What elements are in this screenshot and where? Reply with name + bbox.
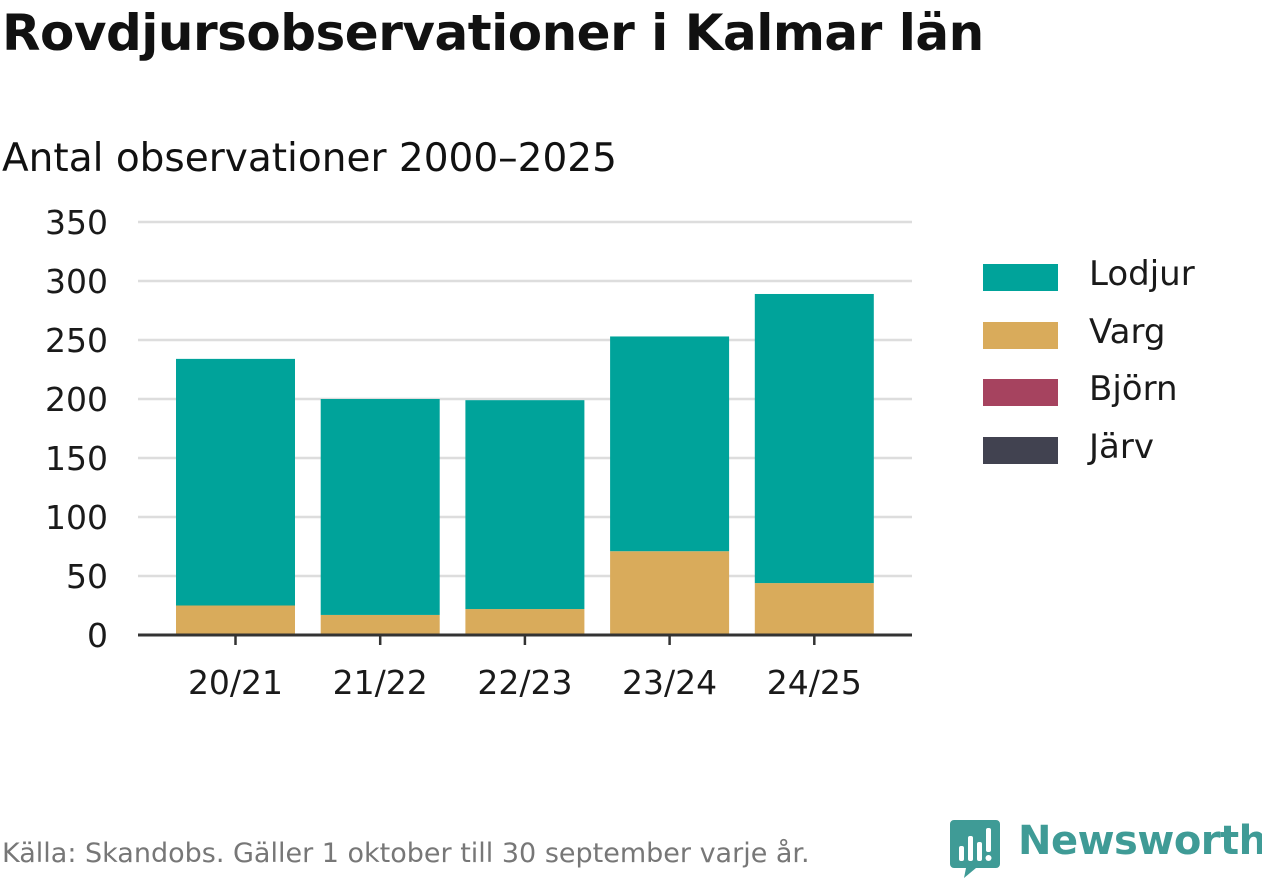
legend-swatch-jarv xyxy=(983,436,1058,464)
y-tick-label-250: 250 xyxy=(45,321,108,360)
brand-name: Newsworthy xyxy=(1018,818,1262,864)
y-tick-label-100: 100 xyxy=(45,498,108,537)
legend-label-bjorn: Björn xyxy=(1089,369,1178,409)
bar-lodjur-21-22 xyxy=(320,399,440,615)
y-tick-label-0: 0 xyxy=(87,616,108,655)
x-tick-label-20-21: 20/21 xyxy=(188,663,283,702)
legend-swatch-varg xyxy=(983,321,1058,349)
chart-subtitle: Antal observationer 2000–2025 xyxy=(2,136,617,181)
chart-title: Rovdjursobservationer i Kalmar län xyxy=(2,4,984,62)
y-tick-label-150: 150 xyxy=(45,439,108,478)
y-tick-label-350: 350 xyxy=(45,203,108,242)
bar-varg-20-21 xyxy=(176,605,295,635)
bar-lodjur-20-21 xyxy=(176,358,295,606)
source-note: Källa: Skandobs. Gäller 1 oktober till 3… xyxy=(2,838,810,869)
y-tick-label-200: 200 xyxy=(45,380,108,419)
x-tick-label-21-22: 21/22 xyxy=(333,663,428,702)
stacked-bar-chart: 0 50 100 150 200 250 300 350 20/21 21/22 22/23 23/2… xyxy=(45,203,912,702)
bar-varg-22-23 xyxy=(465,609,585,635)
legend-label-lodjur: Lodjur xyxy=(1089,254,1195,294)
y-tick-label-50: 50 xyxy=(66,557,108,596)
y-tick-label-300: 300 xyxy=(45,262,108,301)
bar-varg-24-25 xyxy=(754,583,874,635)
legend-swatch-lodjur xyxy=(983,264,1058,291)
x-tick-label-22-23: 22/23 xyxy=(477,663,572,702)
newsworthy-logo-icon xyxy=(950,820,1000,878)
legend-label-jarv: Järv xyxy=(1089,426,1154,467)
bar-lodjur-22-23 xyxy=(465,400,585,610)
bar-lodjur-24-25 xyxy=(754,293,874,584)
x-tick-label-23-24: 23/24 xyxy=(622,663,717,702)
bar-varg-21-22 xyxy=(320,614,440,635)
bar-varg-23-24 xyxy=(610,551,730,635)
x-tick-label-24-25: 24/25 xyxy=(767,663,862,702)
legend-label-varg: Varg xyxy=(1089,311,1166,352)
legend-swatch-bjorn xyxy=(983,379,1058,406)
bar-lodjur-23-24 xyxy=(610,336,730,552)
